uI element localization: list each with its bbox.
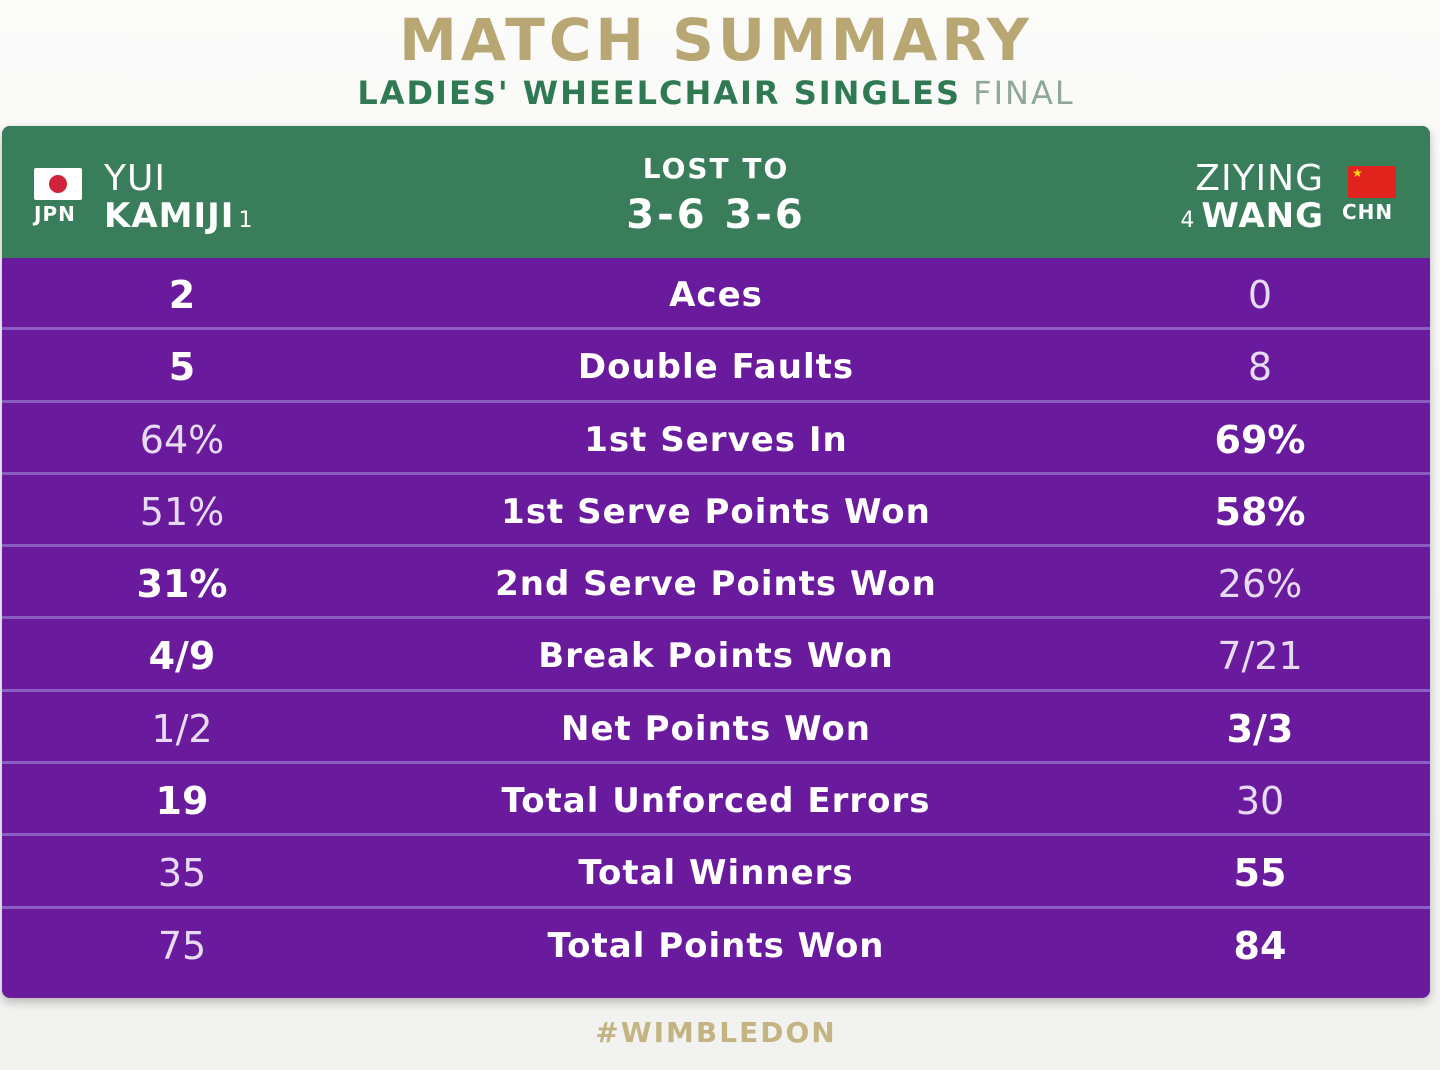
stats-table: 2 Aces 0 5 Double Faults 8 64% 1st Serve… bbox=[2, 258, 1430, 981]
hashtag-footer: #WIMBLEDON bbox=[595, 1016, 837, 1049]
stat-label: 2nd Serve Points Won bbox=[495, 564, 937, 605]
player2-stat-value: 84 bbox=[1233, 923, 1287, 968]
player2-last-name-line: 4 WANG bbox=[1180, 196, 1324, 236]
player2-country: CHN bbox=[1342, 200, 1394, 224]
player1-first-name: YUI bbox=[104, 158, 166, 199]
event-subtitle: LADIES' WHEELCHAIR SINGLES FINAL bbox=[0, 74, 1432, 112]
player2-stat-value: 8 bbox=[1247, 345, 1273, 390]
player1-country: JPN bbox=[34, 202, 76, 226]
player1-stat-value: 75 bbox=[157, 923, 207, 968]
player1-stat-value: 19 bbox=[155, 779, 209, 824]
player2-first-name: ZIYING bbox=[1195, 158, 1324, 199]
stat-row: 2 Aces 0 bbox=[2, 258, 1430, 331]
event-round: FINAL bbox=[973, 74, 1075, 112]
player1-stat-value: 31% bbox=[136, 562, 228, 607]
china-flag-icon bbox=[1348, 166, 1396, 198]
stat-label: Double Faults bbox=[577, 347, 855, 388]
event-name: LADIES' WHEELCHAIR SINGLES bbox=[357, 74, 961, 112]
stat-row: 19 Total Unforced Errors 30 bbox=[2, 764, 1430, 837]
stat-row: 75 Total Points Won 84 bbox=[2, 909, 1430, 981]
stat-label: Break Points Won bbox=[538, 636, 894, 677]
player1-stat-value: 5 bbox=[168, 345, 196, 390]
stat-row: 64% 1st Serves In 69% bbox=[2, 403, 1430, 475]
player2-stat-value: 26% bbox=[1217, 562, 1303, 607]
stat-label: Total Unforced Errors bbox=[501, 781, 931, 822]
stat-label: Net Points Won bbox=[561, 708, 871, 749]
player1-stat-value: 2 bbox=[168, 273, 196, 317]
stat-label: 1st Serves In bbox=[584, 419, 848, 460]
player2-last-name: WANG bbox=[1201, 196, 1324, 236]
player1-stat-value: 35 bbox=[157, 851, 207, 896]
stat-row: 31% 2nd Serve Points Won 26% bbox=[2, 547, 1430, 620]
stat-row: 4/9 Break Points Won 7/21 bbox=[2, 619, 1430, 692]
stat-row: 35 Total Winners 55 bbox=[2, 836, 1430, 909]
player1-stat-value: 51% bbox=[139, 489, 225, 534]
player1-stat-value: 64% bbox=[139, 417, 225, 462]
player2-stat-value: 30 bbox=[1235, 779, 1285, 824]
result-label: LOST TO bbox=[642, 152, 790, 185]
player2-stat-value: 55 bbox=[1233, 851, 1287, 896]
japan-flag-icon bbox=[34, 168, 82, 200]
player1-stat-value: 4/9 bbox=[148, 634, 216, 679]
player2-stat-value: 69% bbox=[1214, 417, 1306, 462]
stat-row: 1/2 Net Points Won 3/3 bbox=[2, 692, 1430, 765]
player1-stat-value: 1/2 bbox=[151, 706, 213, 751]
page-title: MATCH SUMMARY bbox=[399, 6, 1033, 74]
stat-row: 51% 1st Serve Points Won 58% bbox=[2, 475, 1430, 548]
player2-stat-value: 0 bbox=[1247, 273, 1273, 317]
player2-stat-value: 3/3 bbox=[1226, 706, 1294, 751]
stat-label: Total Winners bbox=[578, 853, 854, 894]
player1-last-name: KAMIJI bbox=[104, 196, 235, 236]
player1-last-name-line: KAMIJI 1 bbox=[104, 196, 253, 236]
stat-label: Aces bbox=[669, 275, 763, 315]
match-score: 3-6 3-6 bbox=[626, 192, 806, 238]
player2-seed: 4 bbox=[1180, 208, 1196, 233]
stat-label: 1st Serve Points Won bbox=[501, 491, 931, 532]
player2-stat-value: 58% bbox=[1214, 489, 1306, 534]
player1-seed: 1 bbox=[238, 208, 254, 233]
stat-row: 5 Double Faults 8 bbox=[2, 330, 1430, 403]
stat-label: Total Points Won bbox=[547, 925, 885, 966]
match-header: JPN YUI KAMIJI 1 LOST TO 3-6 3-6 ZIYING 4… bbox=[2, 126, 1430, 258]
stats-card: JPN YUI KAMIJI 1 LOST TO 3-6 3-6 ZIYING 4… bbox=[2, 126, 1430, 998]
player2-stat-value: 7/21 bbox=[1217, 634, 1303, 679]
